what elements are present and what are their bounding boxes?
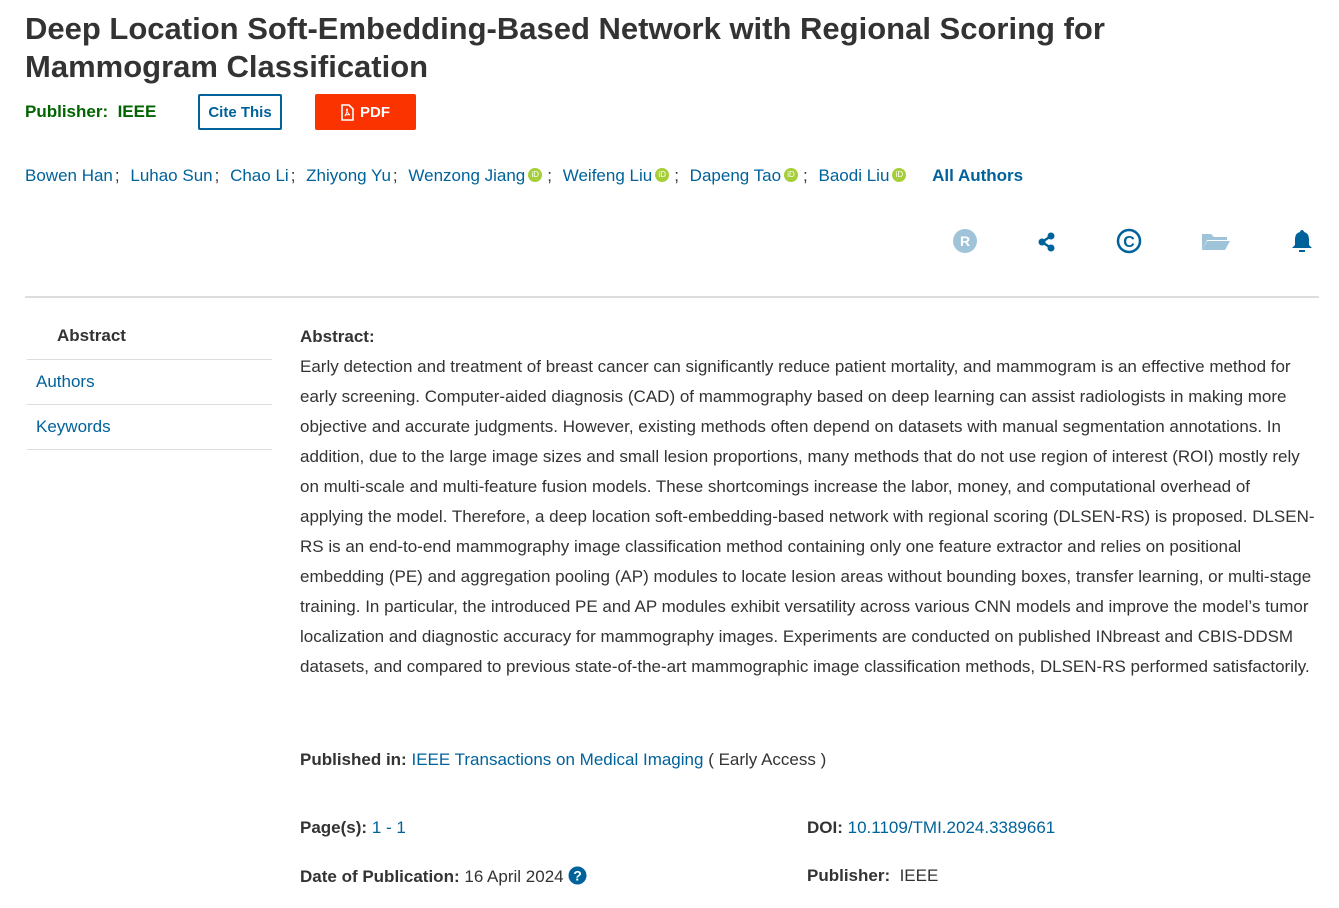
help-icon[interactable]: ?: [568, 866, 587, 885]
sidebar-item-authors[interactable]: Authors: [27, 360, 272, 405]
publisher-label: Publisher:: [25, 102, 109, 121]
abstract-text: Early detection and treatment of breast …: [300, 357, 1315, 676]
author-link[interactable]: Wenzong Jiang: [408, 166, 526, 185]
journal-link[interactable]: IEEE Transactions on Medical Imaging: [411, 750, 704, 769]
divider: [25, 296, 1319, 298]
pages-label: Page(s):: [300, 818, 368, 837]
author-link[interactable]: Baodi Liu: [818, 166, 890, 185]
author-link[interactable]: Bowen Han: [25, 166, 113, 185]
publisher-meta: Publisher: IEEE: [807, 866, 938, 886]
publisher-meta-value: IEEE: [899, 866, 939, 885]
bell-icon[interactable]: [1289, 228, 1315, 254]
orcid-icon[interactable]: iD: [655, 168, 670, 182]
pages: Page(s): 1 - 1: [300, 818, 406, 838]
sidebar-item-abstract[interactable]: Abstract: [27, 315, 272, 360]
publisher: Publisher: IEEE: [25, 102, 198, 122]
folder-icon[interactable]: [1201, 228, 1230, 254]
rights-r-icon[interactable]: R: [952, 228, 978, 254]
orcid-icon[interactable]: iD: [784, 168, 799, 182]
svg-text:C: C: [1123, 234, 1135, 251]
doi: DOI: 10.1109/TMI.2024.3389661: [807, 818, 1055, 838]
orcid-icon[interactable]: iD: [528, 168, 543, 182]
published-in: Published in: IEEE Transactions on Medic…: [300, 750, 826, 770]
copyright-icon[interactable]: C: [1116, 228, 1142, 254]
orcid-icon[interactable]: iD: [892, 168, 907, 182]
author-link[interactable]: Zhiyong Yu: [306, 166, 391, 185]
share-icon[interactable]: [1035, 228, 1061, 254]
date-value: 16 April 2024: [464, 867, 564, 886]
author-list: Bowen Han; Luhao Sun; Chao Li; Zhiyong Y…: [25, 166, 1024, 185]
svg-text:?: ?: [574, 868, 583, 884]
date-of-publication: Date of Publication: 16 April 2024 ?: [300, 866, 587, 887]
pdf-label: PDF: [360, 103, 390, 121]
author-link[interactable]: Weifeng Liu: [562, 166, 653, 185]
cite-this-button[interactable]: Cite This: [198, 94, 282, 130]
publisher-meta-label: Publisher:: [807, 866, 891, 885]
sidebar-item-keywords[interactable]: Keywords: [27, 405, 272, 450]
published-in-label: Published in:: [300, 750, 407, 769]
pages-value: 1 - 1: [371, 818, 406, 837]
date-label: Date of Publication:: [300, 867, 460, 886]
doi-label: DOI:: [807, 818, 843, 837]
publisher-value: IEEE: [117, 102, 157, 121]
sidebar-nav: Abstract Authors Keywords: [27, 315, 272, 450]
abstract-heading: Abstract:: [300, 327, 375, 346]
paper-title: Deep Location Soft-Embedding-Based Netwo…: [25, 11, 1105, 84]
access-status: ( Early Access ): [708, 750, 827, 769]
author-link[interactable]: Luhao Sun: [130, 166, 213, 185]
author-link[interactable]: Chao Li: [230, 166, 289, 185]
author-link[interactable]: Dapeng Tao: [689, 166, 782, 185]
doi-link[interactable]: 10.1109/TMI.2024.3389661: [847, 818, 1056, 837]
all-authors-link[interactable]: All Authors: [932, 166, 1024, 185]
pdf-file-icon: [341, 103, 354, 121]
svg-text:R: R: [960, 233, 970, 249]
pdf-button[interactable]: PDF: [315, 94, 416, 130]
